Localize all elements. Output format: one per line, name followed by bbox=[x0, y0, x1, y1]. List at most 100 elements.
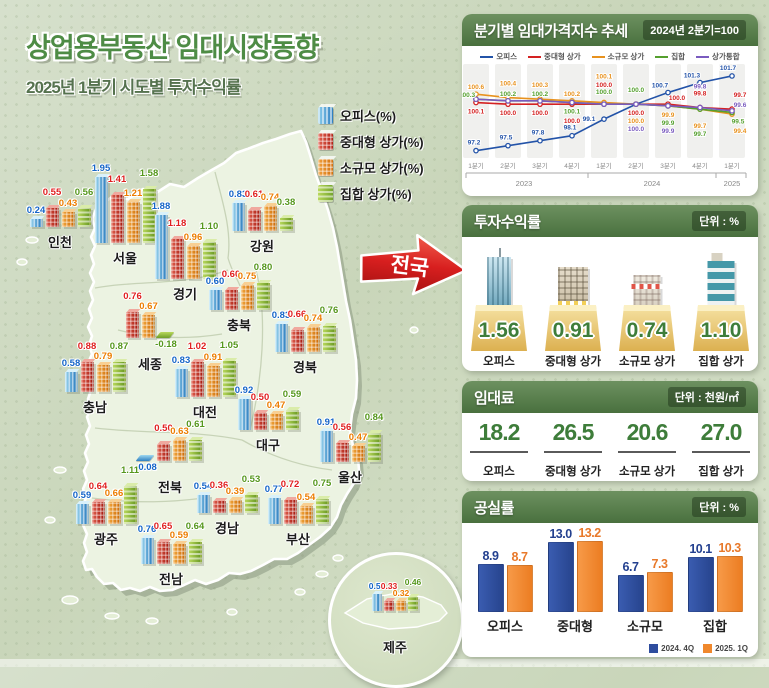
bar-value: 0.91 bbox=[316, 417, 336, 429]
grid-band bbox=[463, 64, 489, 158]
bar-소규모 상가 bbox=[263, 205, 277, 231]
region-label: 충북 bbox=[227, 318, 251, 333]
trend-legend-item: 상가통합 bbox=[696, 51, 740, 62]
bar-value: 1.58 bbox=[139, 168, 159, 180]
trend-legend-item: 오피스 bbox=[480, 51, 517, 62]
panel-body: 8.9 8.7 오피스 13.0 13.2 중대형 6.7 7.3 소규모 10.1 10.3 집합 … bbox=[462, 523, 758, 657]
bar-집합 상가 bbox=[256, 282, 270, 310]
bar-오피스 bbox=[372, 594, 382, 611]
vacancy-bar bbox=[547, 542, 574, 612]
map-legend-label: 오피스(%) bbox=[340, 109, 397, 124]
trend-legend-item: 중대형 상가 bbox=[528, 51, 581, 62]
trend-legend-item: 소규모 상가 bbox=[591, 51, 644, 62]
bar-value: 0.56 bbox=[74, 186, 94, 198]
region-label: 강원 bbox=[250, 239, 274, 254]
region-label: 울산 bbox=[338, 470, 362, 485]
investment-label: 오피스 bbox=[483, 356, 515, 368]
bar-value: 0.74 bbox=[303, 312, 323, 324]
investment-column: 1.56 오피스 bbox=[462, 237, 536, 371]
point-label: 99.4 bbox=[734, 128, 747, 135]
bar-value: 0.36 bbox=[209, 479, 229, 491]
map-legend-label: 중대형 상가(%) bbox=[340, 135, 424, 150]
bar-value: 0.76 bbox=[319, 305, 339, 317]
region-label: 경기 bbox=[173, 287, 197, 302]
panel-header: 분기별 임대가격지수 추세 2024년 2분기=100 bbox=[462, 14, 758, 46]
region-label: 대전 bbox=[193, 405, 217, 420]
bar-value: 0.74 bbox=[260, 191, 280, 203]
point-label: 99.6 bbox=[734, 102, 747, 109]
podium bbox=[619, 305, 675, 351]
bar-오피스 bbox=[231, 202, 245, 231]
bar-value: 0.72 bbox=[280, 478, 300, 490]
map-legend-label: 집합 상가(%) bbox=[340, 187, 412, 202]
vacancy-bar bbox=[687, 557, 714, 612]
legend-line-swatch bbox=[696, 55, 710, 58]
x-tick-label: 3분기 bbox=[532, 161, 548, 170]
region-bar-layer: 0.24 0.55 0.43 0.56 인천 1.95 1.41 1.21 1.58 서울 1.88… bbox=[0, 0, 769, 667]
rent-column: 18.2 오피스 bbox=[462, 413, 536, 481]
trend-chart: 1분기 2분기 3분기 4분기 1분기 2분기 3분기 4분기 1분기 2023 2024 2025 9… bbox=[462, 64, 748, 188]
bar-value: 0.91 bbox=[203, 352, 223, 364]
investment-column: 0.91 중대형 상가 bbox=[536, 237, 610, 371]
page-subtitle: 2025년 1분기 시도별 투자수익률 bbox=[26, 78, 241, 97]
bar-value: 0.55 bbox=[42, 187, 62, 199]
trend-point bbox=[665, 102, 671, 109]
midsize-building-icon bbox=[558, 267, 588, 307]
bar-집합 상가 bbox=[279, 218, 293, 231]
point-label: 100.0 bbox=[500, 110, 517, 117]
panel-title: 분기별 임대가격지수 추세 bbox=[474, 22, 628, 40]
point-label: 100.0 bbox=[532, 110, 549, 117]
bar-소규모 상가 bbox=[142, 315, 155, 338]
bar-중대형 상가 bbox=[190, 362, 204, 397]
trend-point bbox=[537, 137, 543, 144]
legend-line-swatch bbox=[528, 55, 542, 58]
bar-value: 0.61 bbox=[244, 189, 264, 201]
year-label: 2023 bbox=[516, 179, 533, 188]
grid-band bbox=[495, 64, 521, 158]
trend-point bbox=[473, 96, 479, 103]
header: 상업용부동산 임대시장동향 2025년 1분기 시도별 투자수익률 bbox=[26, 26, 320, 98]
region-group-대구: 0.92 0.50 0.47 0.59 대구 bbox=[228, 350, 308, 453]
vacancy-category: 중대형 bbox=[557, 619, 593, 634]
bar-오피스 bbox=[140, 538, 154, 564]
bar-value: 0.64 bbox=[185, 521, 205, 533]
point-label: 100.0 bbox=[669, 95, 686, 102]
investment-column: 0.74 소규모 상가 bbox=[610, 237, 684, 371]
region-group-경남: 0.54 0.36 0.39 0.53 경남 bbox=[187, 433, 267, 536]
bar-소규모 상가 bbox=[186, 246, 200, 279]
point-label: 100.1 bbox=[596, 74, 613, 81]
bar-value: 0.75 bbox=[237, 270, 257, 282]
bar-소규모 상가 bbox=[61, 212, 75, 227]
mixed-building-icon bbox=[707, 253, 735, 307]
vacancy-bar bbox=[617, 575, 644, 612]
bar-중대형 상가 bbox=[170, 238, 184, 279]
vacancy-bar bbox=[477, 563, 504, 612]
rent-label: 중대형 상가 bbox=[544, 466, 602, 478]
bar-value: 0.47 bbox=[348, 432, 368, 444]
bar-소규모 상가 bbox=[206, 366, 220, 397]
bar-집합 상가 bbox=[222, 361, 236, 397]
region-group-전남: 0.76 0.65 0.59 0.64 전남 bbox=[131, 484, 211, 587]
rent-value: 20.6 bbox=[626, 419, 669, 445]
bar-소규모 상가 bbox=[172, 543, 186, 564]
bar-value: 0.59 bbox=[282, 388, 302, 400]
bar-value: 0.43 bbox=[58, 198, 78, 210]
bar-오피스 bbox=[267, 497, 281, 524]
bar-value: 0.61 bbox=[186, 419, 205, 431]
region-label: 세종 bbox=[138, 357, 162, 372]
bar-중대형 상가 bbox=[91, 502, 105, 524]
investment-columns: 1.56 오피스 0.91 중대형 상가 0.74 소규모 상가 1.10 집합 상가 bbox=[462, 237, 758, 371]
bar-오피스 bbox=[75, 503, 89, 524]
bar-중대형 상가 bbox=[110, 195, 124, 243]
bar-집합 상가 bbox=[367, 433, 381, 462]
vacancy-value: 10.1 bbox=[689, 542, 712, 557]
vacancy-legend-item: 2024. 4Q bbox=[649, 644, 694, 653]
jeju-island bbox=[343, 592, 448, 630]
panel-unit: 단위 : % bbox=[692, 497, 746, 517]
arrow-shape bbox=[359, 233, 468, 296]
bar-value: 0.83 bbox=[171, 354, 191, 366]
panel-rent: 임대료 단위 : 천원/㎡ 18.2 오피스 26.5 중대형 상가 20.6 소규모 상… bbox=[462, 381, 758, 481]
bar-중대형 상가 bbox=[384, 601, 394, 611]
region-label: 전북 bbox=[158, 480, 182, 495]
nationwide-label: 전국 bbox=[389, 253, 430, 281]
